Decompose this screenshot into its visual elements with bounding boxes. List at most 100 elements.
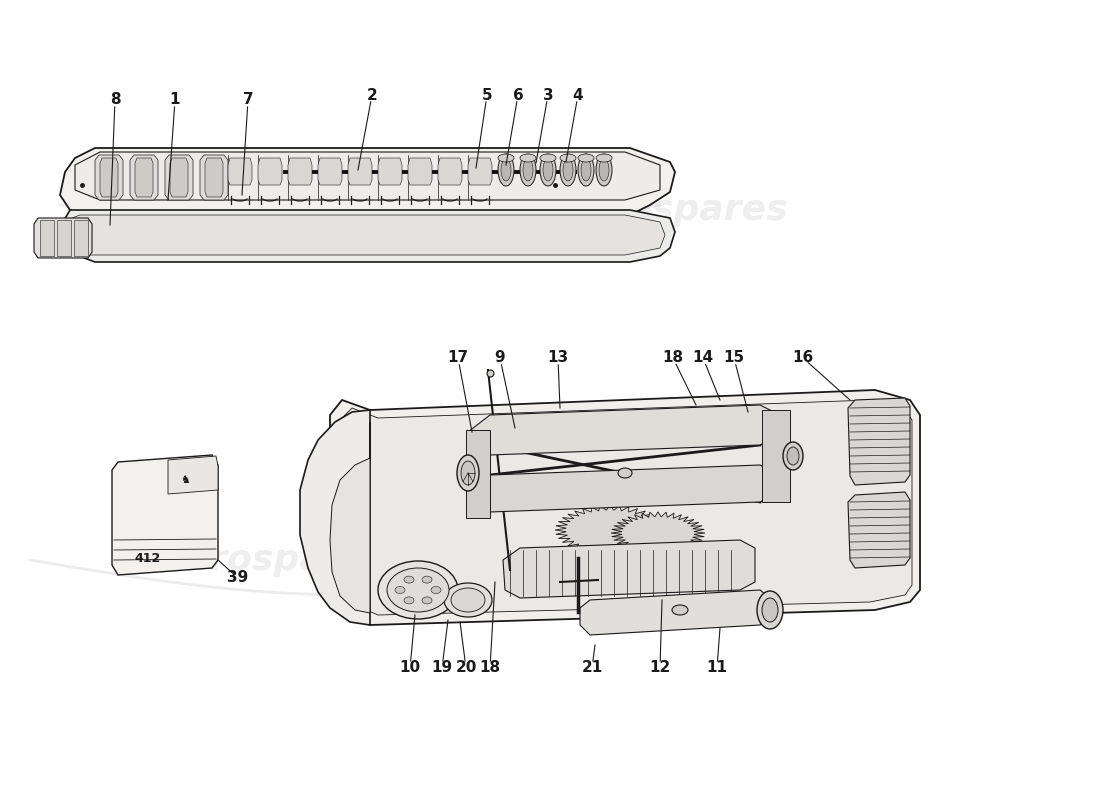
Polygon shape (762, 410, 790, 502)
Polygon shape (60, 148, 675, 220)
Text: 17: 17 (448, 350, 469, 366)
Polygon shape (34, 218, 92, 258)
Ellipse shape (404, 576, 414, 583)
Text: ♞: ♞ (180, 475, 190, 485)
Polygon shape (556, 506, 666, 554)
Ellipse shape (786, 447, 799, 465)
Text: 6: 6 (513, 87, 524, 102)
Ellipse shape (581, 159, 591, 181)
Polygon shape (300, 410, 370, 625)
Ellipse shape (500, 159, 512, 181)
Polygon shape (468, 405, 780, 455)
Polygon shape (340, 400, 912, 615)
Polygon shape (205, 158, 223, 197)
Polygon shape (60, 210, 675, 262)
Ellipse shape (404, 597, 414, 604)
Polygon shape (466, 430, 490, 518)
Text: 8: 8 (110, 93, 120, 107)
Ellipse shape (757, 591, 783, 629)
Ellipse shape (578, 154, 594, 186)
Text: 21: 21 (582, 661, 603, 675)
Text: 7: 7 (243, 93, 253, 107)
Polygon shape (95, 155, 123, 200)
Text: eurospares: eurospares (560, 193, 789, 227)
Ellipse shape (672, 605, 688, 615)
Text: 19: 19 (431, 661, 452, 675)
Ellipse shape (783, 442, 803, 470)
Ellipse shape (560, 154, 576, 162)
Ellipse shape (395, 586, 405, 594)
Ellipse shape (498, 154, 514, 162)
Polygon shape (57, 220, 72, 256)
Ellipse shape (563, 159, 573, 181)
Polygon shape (610, 512, 705, 554)
Text: 10: 10 (399, 661, 420, 675)
Polygon shape (62, 215, 666, 255)
Text: 1: 1 (169, 93, 180, 107)
Text: eurospares: eurospares (560, 543, 789, 577)
Polygon shape (848, 398, 910, 485)
Text: 12: 12 (649, 661, 671, 675)
Ellipse shape (596, 154, 612, 162)
Polygon shape (378, 158, 402, 185)
Ellipse shape (560, 154, 576, 186)
Ellipse shape (540, 154, 556, 162)
Ellipse shape (522, 159, 534, 181)
Polygon shape (40, 220, 54, 256)
Ellipse shape (431, 586, 441, 594)
Text: 2: 2 (366, 87, 377, 102)
Polygon shape (468, 465, 780, 512)
Text: 18: 18 (662, 350, 683, 366)
Polygon shape (168, 456, 218, 494)
Polygon shape (228, 158, 252, 185)
Polygon shape (348, 158, 372, 185)
Polygon shape (74, 220, 88, 256)
Text: 20: 20 (455, 661, 476, 675)
Polygon shape (200, 155, 228, 200)
Ellipse shape (451, 588, 485, 612)
Polygon shape (408, 158, 432, 185)
Polygon shape (318, 158, 342, 185)
Polygon shape (112, 455, 218, 575)
Polygon shape (288, 158, 312, 185)
Ellipse shape (387, 568, 449, 612)
Ellipse shape (540, 154, 556, 186)
Ellipse shape (762, 598, 778, 622)
Text: 4: 4 (573, 87, 583, 102)
Polygon shape (503, 540, 755, 598)
Text: eurospares: eurospares (160, 193, 388, 227)
Polygon shape (438, 158, 462, 185)
Polygon shape (580, 590, 770, 635)
Ellipse shape (596, 154, 612, 186)
Text: 9: 9 (495, 350, 505, 366)
Ellipse shape (461, 461, 475, 485)
Ellipse shape (520, 154, 536, 186)
Ellipse shape (520, 154, 536, 162)
Ellipse shape (444, 583, 492, 617)
Text: 3: 3 (542, 87, 553, 102)
Polygon shape (100, 158, 118, 197)
Ellipse shape (543, 159, 553, 181)
Polygon shape (165, 155, 192, 200)
Ellipse shape (456, 455, 478, 491)
Polygon shape (130, 155, 158, 200)
Text: 13: 13 (548, 350, 569, 366)
Text: 412: 412 (135, 551, 161, 565)
Text: 15: 15 (724, 350, 745, 366)
Ellipse shape (498, 154, 514, 186)
Text: 14: 14 (692, 350, 714, 366)
Text: 11: 11 (706, 661, 727, 675)
Ellipse shape (578, 154, 594, 162)
Polygon shape (330, 390, 920, 625)
Polygon shape (135, 158, 153, 197)
Ellipse shape (618, 468, 632, 478)
Text: 18: 18 (480, 661, 501, 675)
Polygon shape (75, 152, 660, 200)
Text: 5: 5 (482, 87, 493, 102)
Polygon shape (170, 158, 188, 197)
Polygon shape (258, 158, 282, 185)
Polygon shape (468, 158, 492, 185)
Ellipse shape (600, 159, 609, 181)
Ellipse shape (422, 597, 432, 604)
Polygon shape (330, 422, 370, 613)
